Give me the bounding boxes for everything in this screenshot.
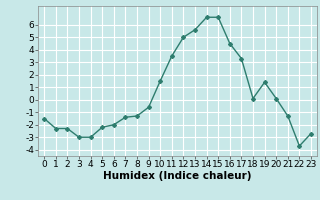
X-axis label: Humidex (Indice chaleur): Humidex (Indice chaleur) [103, 171, 252, 181]
